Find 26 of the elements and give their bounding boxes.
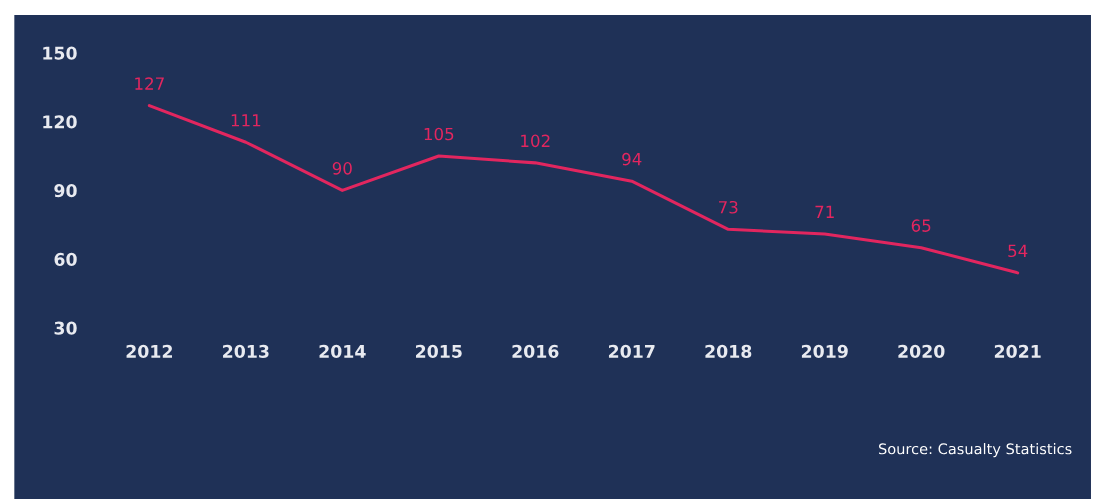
x-tick-label: 2021 — [994, 344, 1041, 358]
x-tick-label: 2017 — [608, 344, 655, 358]
y-tick-label: 150 — [43, 46, 77, 60]
data-label: 65 — [911, 219, 931, 232]
y-tick-label: 30 — [54, 321, 77, 335]
data-label: 111 — [231, 114, 261, 127]
x-tick-label: 2014 — [319, 344, 366, 358]
x-tick-label: 2015 — [416, 344, 462, 358]
y-tick-label: 60 — [54, 252, 77, 266]
data-label: 54 — [1008, 244, 1028, 258]
x-tick-label: 2019 — [801, 344, 848, 358]
data-label: 127 — [135, 77, 164, 90]
data-label: 102 — [521, 134, 550, 148]
data-label: 90 — [332, 162, 352, 175]
data-label: 105 — [424, 127, 454, 141]
y-tick-label: 120 — [43, 115, 77, 129]
y-tick-label: 90 — [54, 184, 77, 198]
data-label: 94 — [622, 152, 642, 166]
x-tick-label: 2012 — [126, 344, 173, 358]
data-label: 73 — [718, 200, 738, 214]
x-tick-label: 2016 — [512, 344, 559, 358]
x-tick-label: 2020 — [898, 344, 945, 358]
x-tick-label: 2018 — [705, 344, 752, 358]
x-tick-label: 2013 — [223, 344, 269, 358]
data-label: 71 — [815, 205, 834, 218]
source-note: Source: Casualty Statistics — [878, 443, 1072, 458]
